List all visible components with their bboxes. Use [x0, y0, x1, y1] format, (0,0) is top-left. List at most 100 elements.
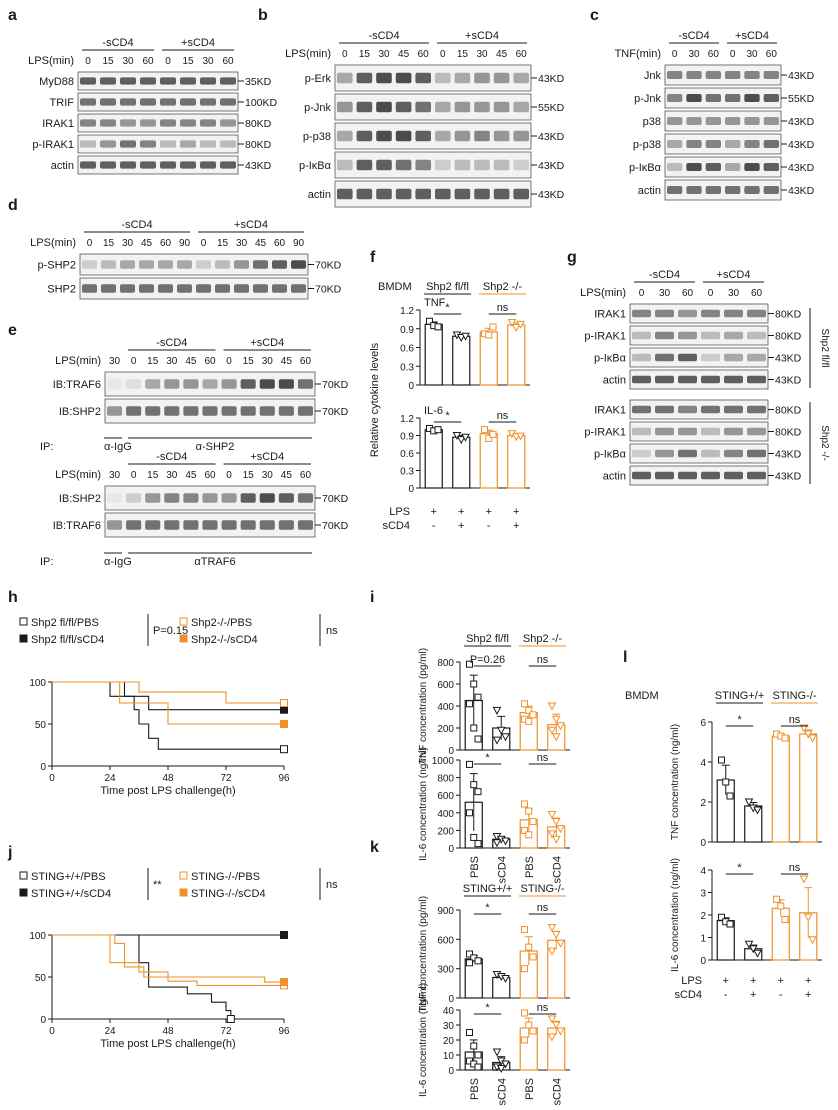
- y-tick-label: 200: [437, 724, 454, 735]
- lane-time: 30: [688, 49, 700, 60]
- data-point: [470, 1042, 478, 1050]
- survival-marker: [280, 745, 288, 754]
- y-tick-label: 600: [437, 680, 454, 691]
- y-tick-label: 600: [437, 935, 454, 946]
- blot-band: [272, 284, 287, 293]
- kd-label: 43KD: [775, 449, 802, 461]
- significance-label: ns: [537, 1002, 549, 1014]
- blot-strip: [664, 156, 782, 178]
- treatment-rows-l: LPS + + + + sCD4 - + - +: [674, 975, 811, 1001]
- blot-band: [259, 520, 275, 530]
- x-tick-label: 72: [220, 1026, 232, 1037]
- legend-marker: [179, 617, 188, 626]
- blot-band: [80, 77, 96, 85]
- data-point: [492, 706, 502, 715]
- row-label: IRAK1: [594, 405, 626, 417]
- y-tick-label: 800: [437, 658, 454, 669]
- row-label: actin: [603, 471, 626, 483]
- data-point: [489, 430, 497, 438]
- blot-band: [240, 493, 256, 503]
- lane-time: 30: [728, 288, 740, 299]
- blot-band: [215, 284, 230, 293]
- treatment-value: +: [805, 975, 811, 987]
- blot-band: [678, 405, 697, 414]
- category-labels-i: PBS sCD4 PBS sCD4: [469, 856, 564, 884]
- blot-panel-e_top: -sCD4 +sCD4 LPS(min) 30 0 15 30 45 60 0 15 30 45 60 IB…: [53, 337, 349, 424]
- kd-label: 43KD: [775, 471, 802, 483]
- blot-panel-g: -sCD4 +sCD4 LPS(min) 0 30 60 0 30 60 IRAK1 80KD p-I…: [580, 269, 802, 390]
- bar: [507, 434, 526, 489]
- data-point: [474, 1063, 482, 1071]
- blot-band: [747, 405, 766, 414]
- blot-band: [632, 427, 651, 436]
- legend-entry: Shp2-/-/PBS: [191, 617, 252, 629]
- x-tick-label: 48: [162, 1026, 174, 1037]
- blot-band: [337, 72, 353, 84]
- data-point: [547, 830, 557, 839]
- data-point: [529, 953, 537, 961]
- blot-band: [513, 72, 529, 84]
- data-point: [753, 806, 762, 815]
- x-tick-label: 24: [104, 773, 116, 784]
- blot-band: [160, 140, 176, 148]
- lane-time: 0: [226, 470, 232, 481]
- significance-label: P=0.26: [470, 654, 505, 666]
- blot-band: [701, 427, 720, 436]
- lane-time: 15: [457, 49, 469, 60]
- blot-panel-d: -sCD4 +sCD4 LPS(min) 0 15 30 45 60 90 0 15 30 45 60 90…: [30, 219, 342, 300]
- kd-label: 70KD: [322, 406, 349, 418]
- lane-time: 15: [217, 238, 229, 249]
- lane-time: 15: [147, 356, 159, 367]
- data-point: [511, 324, 521, 333]
- data-point: [781, 916, 789, 923]
- panel-letter-k: k: [370, 839, 379, 856]
- y-tick-label: 0.6: [400, 449, 414, 460]
- blot-band: [632, 309, 651, 318]
- y-tick-label: 200: [437, 826, 454, 837]
- significance-label: *: [485, 752, 490, 764]
- blot-band: [493, 101, 510, 113]
- blot-band: [202, 406, 218, 416]
- kd-label: 35KD: [245, 76, 272, 88]
- legend-marker: [19, 871, 28, 880]
- blot-band: [763, 140, 779, 148]
- bar: [771, 735, 790, 843]
- legend-h: Shp2 fl/fl/PBS Shp2 fl/fl/sCD4 Shp2-/-/PBS…: [19, 614, 338, 646]
- genotype-header-l: BMDM STING+/+ STING-/-: [625, 690, 818, 704]
- kd-label: 43KD: [245, 160, 272, 172]
- data-point: [470, 724, 478, 732]
- blot-band: [744, 186, 760, 194]
- blot-strip: [664, 87, 782, 109]
- blot-band: [705, 186, 721, 194]
- panel-letter-b: b: [258, 7, 268, 24]
- blot-band: [160, 98, 176, 106]
- row-label: p-IRAK1: [584, 427, 626, 439]
- treatment-value: +: [778, 975, 784, 987]
- lane-time: 0: [672, 49, 678, 60]
- blot-band: [435, 101, 451, 113]
- blot-band: [513, 159, 529, 171]
- kd-label: 43KD: [775, 353, 802, 365]
- kd-label: 100KD: [245, 97, 278, 109]
- row-label: p38: [643, 116, 661, 128]
- blot-band: [145, 493, 161, 503]
- y-tick-label: 4: [700, 758, 706, 769]
- blot-band: [493, 130, 510, 142]
- y-tick-label: 50: [35, 973, 47, 984]
- y-tick-label: 0.3: [400, 362, 414, 373]
- panel-letter-g: g: [567, 249, 577, 266]
- blot-band: [744, 71, 760, 79]
- blot-band: [158, 260, 173, 269]
- data-point: [547, 811, 557, 820]
- blot-band: [139, 284, 154, 293]
- data-point: [551, 715, 561, 724]
- data-point: [485, 434, 493, 442]
- blot-band: [705, 71, 721, 79]
- blot-band: [297, 493, 313, 503]
- p-value: **: [153, 879, 162, 891]
- data-point: [474, 957, 482, 965]
- blot-band: [126, 406, 142, 416]
- data-point: [551, 1021, 561, 1030]
- chart-title: BMDM: [378, 281, 412, 293]
- blot-band: [678, 353, 697, 362]
